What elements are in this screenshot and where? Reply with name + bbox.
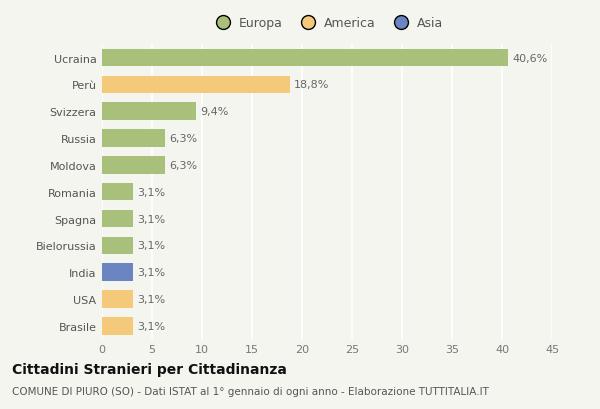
Text: 9,4%: 9,4% xyxy=(200,107,229,117)
Text: 3,1%: 3,1% xyxy=(137,187,165,197)
Text: 3,1%: 3,1% xyxy=(137,267,165,278)
Bar xyxy=(102,130,165,147)
Bar xyxy=(102,184,133,201)
Text: Cittadini Stranieri per Cittadinanza: Cittadini Stranieri per Cittadinanza xyxy=(12,362,287,376)
Bar xyxy=(102,76,290,94)
Bar xyxy=(102,237,133,254)
Text: 6,3%: 6,3% xyxy=(169,160,197,171)
Text: 3,1%: 3,1% xyxy=(137,321,165,331)
Bar xyxy=(102,264,133,281)
Text: 6,3%: 6,3% xyxy=(169,134,197,144)
Text: COMUNE DI PIURO (SO) - Dati ISTAT al 1° gennaio di ogni anno - Elaborazione TUTT: COMUNE DI PIURO (SO) - Dati ISTAT al 1° … xyxy=(12,387,489,396)
Text: 3,1%: 3,1% xyxy=(137,214,165,224)
Bar xyxy=(102,210,133,228)
Text: 3,1%: 3,1% xyxy=(137,241,165,251)
Bar xyxy=(102,157,165,174)
Text: 3,1%: 3,1% xyxy=(137,294,165,304)
Bar xyxy=(102,317,133,335)
Text: 40,6%: 40,6% xyxy=(512,54,547,63)
Bar xyxy=(102,291,133,308)
Bar xyxy=(102,49,508,67)
Bar xyxy=(102,103,196,121)
Text: 18,8%: 18,8% xyxy=(294,80,329,90)
Legend: Europa, America, Asia: Europa, America, Asia xyxy=(208,15,446,33)
